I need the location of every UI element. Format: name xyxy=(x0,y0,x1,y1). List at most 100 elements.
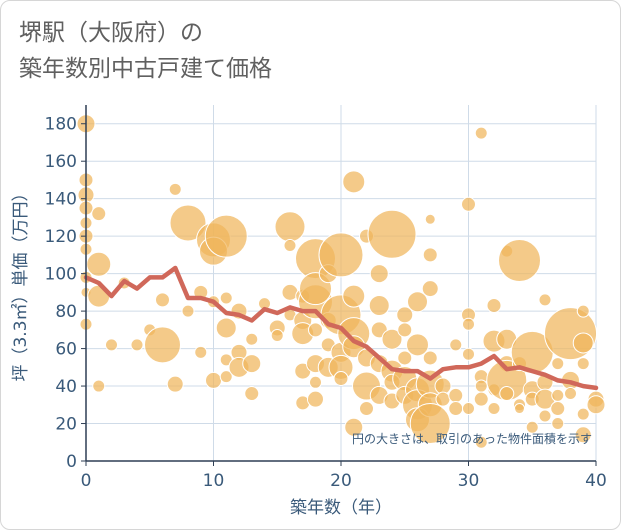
bubble-point xyxy=(381,328,403,350)
y-tick-label: 160 xyxy=(45,152,77,172)
bubble-point xyxy=(572,332,594,354)
bubble-point xyxy=(205,371,222,389)
bubble-point xyxy=(344,417,364,437)
bubble-point xyxy=(307,390,324,408)
bubble-point xyxy=(462,402,475,416)
y-tick-label: 100 xyxy=(45,265,77,285)
bubble-point xyxy=(204,214,248,258)
bubble-point xyxy=(474,435,488,449)
bubble-point xyxy=(270,328,284,342)
bubble-point xyxy=(421,280,439,298)
bubble-point xyxy=(369,264,389,284)
x-axis-label: 築年数（年） xyxy=(290,498,392,518)
y-tick-label: 60 xyxy=(55,340,77,360)
chart-title-line1: 堺駅（大阪府）の xyxy=(19,20,203,46)
bubble-point xyxy=(434,377,452,395)
bubble-point xyxy=(499,386,515,402)
size-annotation: 円の大きさは、取引のあった物件面積を示す xyxy=(352,431,592,446)
chart-title: 堺駅（大阪府）の 築年数別中古戸建て価格 xyxy=(19,15,272,87)
bubble-point xyxy=(406,333,429,357)
bubble-point xyxy=(194,345,208,359)
bubble-point xyxy=(538,409,552,423)
bubble-point xyxy=(448,401,464,417)
x-tick-label: 30 xyxy=(458,471,480,491)
bubble-point xyxy=(219,370,233,384)
bubble-point xyxy=(342,170,366,194)
bubble-point xyxy=(219,291,233,305)
bubble-point xyxy=(586,395,606,415)
x-tick-label: 0 xyxy=(81,471,92,491)
bubble-point xyxy=(245,332,259,346)
y-tick-label: 40 xyxy=(55,377,77,397)
bubble-point xyxy=(318,232,364,278)
bubble-point xyxy=(486,297,502,313)
bubble-point xyxy=(487,402,501,416)
bubble-point xyxy=(448,387,464,403)
bubble-point xyxy=(449,338,463,352)
bubble-point xyxy=(409,403,451,445)
bubble-point xyxy=(342,284,366,308)
bubble-point xyxy=(397,322,413,338)
y-tick-label: 140 xyxy=(45,190,77,210)
bubble-point xyxy=(422,247,438,263)
bubble-point xyxy=(550,401,566,417)
y-axis-label: 坪（3.3㎡）単価（万円） xyxy=(11,184,31,381)
bubble-point xyxy=(86,251,112,277)
bubble-point xyxy=(473,391,489,407)
bubble-point xyxy=(576,357,590,371)
bubble-point xyxy=(538,293,552,307)
bubble-point xyxy=(130,338,144,352)
bubble-point xyxy=(92,379,106,393)
bubble-point xyxy=(144,326,181,364)
bubble-point xyxy=(283,239,297,253)
bubble-point xyxy=(576,304,590,318)
trend-line-series xyxy=(83,265,599,391)
y-tick-label: 0 xyxy=(66,452,77,472)
bubble-point xyxy=(525,420,539,434)
bubble-point xyxy=(462,317,475,331)
bubble-point xyxy=(435,391,451,407)
x-tick-label: 40 xyxy=(585,471,607,491)
bubble-point xyxy=(474,379,488,393)
bubble-point xyxy=(551,388,565,402)
bubble-point xyxy=(274,211,306,243)
chart-title-line2: 築年数別中古戸建て価格 xyxy=(19,56,272,82)
bubble-point xyxy=(168,182,182,196)
bubble-point xyxy=(461,196,476,212)
bubble-point xyxy=(181,304,195,318)
y-tick-label: 80 xyxy=(55,302,77,322)
bubble-point xyxy=(424,213,436,225)
bubble-point xyxy=(215,317,237,339)
x-tick-label: 20 xyxy=(330,471,352,491)
bubble-point xyxy=(244,386,260,402)
bubble-point xyxy=(368,294,390,316)
y-tick-label: 180 xyxy=(45,115,77,135)
bubble-point xyxy=(564,387,577,401)
bubble-point xyxy=(166,375,184,393)
bubble-point xyxy=(242,354,262,374)
bubble-point xyxy=(155,292,170,308)
trend-line xyxy=(83,265,599,391)
bubble-point xyxy=(105,338,118,352)
axes: 0 20 40 60 80 100 120 140 160 180 0 10 20 30 40 xyxy=(45,105,607,491)
bubble-point xyxy=(169,204,207,242)
bubble-point xyxy=(551,357,565,371)
bubble-point xyxy=(514,403,525,415)
bubble-point xyxy=(551,417,565,431)
bubble-point xyxy=(91,206,107,222)
bubble-point xyxy=(574,426,592,444)
bubble-point xyxy=(309,375,322,389)
y-tick-label: 120 xyxy=(45,227,77,247)
bubble-point xyxy=(367,209,417,259)
bubble-point xyxy=(308,322,323,338)
bubble-point xyxy=(359,401,374,417)
bubble-point xyxy=(498,239,541,283)
y-tick-label: 20 xyxy=(55,415,77,435)
bubble-point xyxy=(397,350,413,366)
x-tick-label: 10 xyxy=(203,471,225,491)
bubble-point xyxy=(333,371,349,387)
bubble-point xyxy=(462,347,475,361)
bubble-point xyxy=(576,407,590,421)
bubble-point xyxy=(422,350,438,366)
